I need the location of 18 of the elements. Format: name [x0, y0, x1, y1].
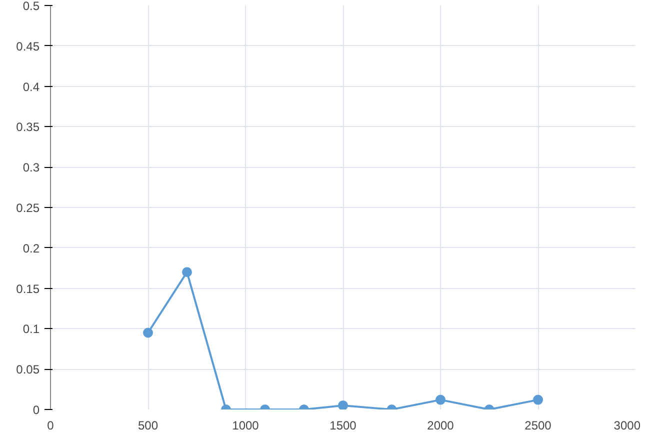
y-tick-label: 0.4 [22, 80, 40, 94]
y-tick-label: 0.45 [16, 39, 40, 54]
y-tick-label: 0.15 [16, 282, 40, 296]
y-tick-label: 0.05 [16, 362, 40, 377]
y-tick-label: 0.3 [22, 160, 40, 175]
x-tick-label: 0 [47, 418, 54, 432]
y-tick-label: 0.1 [22, 322, 40, 336]
x-tick-label: 1000 [232, 418, 260, 432]
y-tick-label: 0.35 [16, 120, 40, 134]
x-tick-label: 500 [138, 418, 158, 432]
y-tick-label: 0 [32, 403, 40, 417]
x-tick-label: 3000 [614, 418, 641, 432]
y-tick-label: 0.25 [16, 201, 40, 215]
y-tick-label: 0.2 [22, 241, 40, 256]
x-tick-label: 2500 [524, 418, 552, 432]
x-tick-label: 2000 [427, 418, 454, 432]
y-tick-label: 0.5 [22, 0, 40, 13]
x-tick-label: 1500 [330, 418, 357, 432]
